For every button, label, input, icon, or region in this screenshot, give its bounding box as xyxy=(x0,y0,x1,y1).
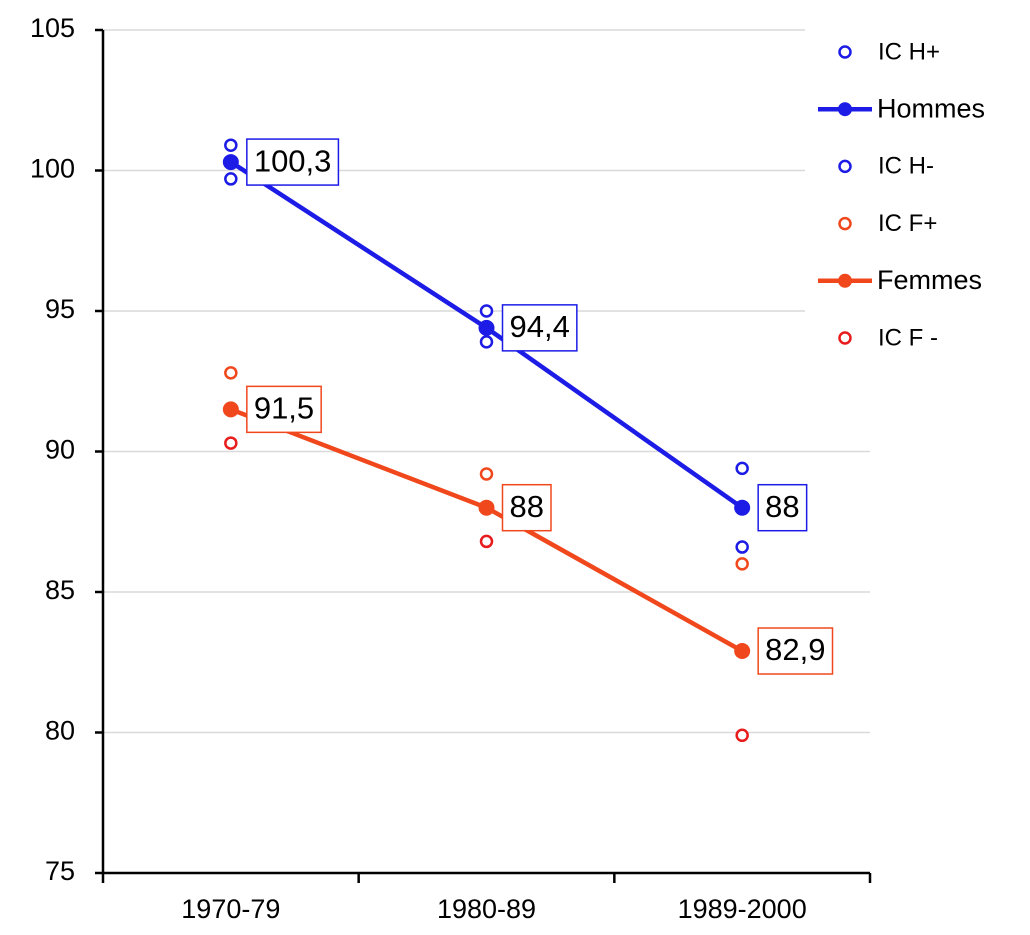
ci-point xyxy=(735,461,749,476)
ci-point xyxy=(479,467,494,481)
legend-label: Femmes xyxy=(877,265,982,295)
legend-label: IC H+ xyxy=(878,38,940,65)
legend-box xyxy=(805,28,1030,363)
legend-label: IC F - xyxy=(878,324,938,351)
legend-label: IC F+ xyxy=(878,210,937,237)
series-line xyxy=(230,407,744,653)
point xyxy=(478,319,495,336)
y-tick-label: 85 xyxy=(45,575,75,605)
legend-marker xyxy=(838,216,852,231)
y-tick-label: 75 xyxy=(45,856,75,886)
legend-marker xyxy=(838,331,852,345)
ci-point xyxy=(479,304,494,318)
legend-marker xyxy=(838,159,852,174)
ci-point xyxy=(224,366,238,380)
data-label: 82,9 xyxy=(765,632,825,667)
point xyxy=(478,499,495,516)
legend-label: IC H- xyxy=(878,153,934,180)
ci-point xyxy=(224,138,238,152)
data-label-box xyxy=(246,138,340,186)
ci-point xyxy=(479,335,494,349)
ci-point xyxy=(735,540,749,554)
data-label: 100,3 xyxy=(254,143,332,178)
data-label-box xyxy=(501,304,578,352)
y-tick-label: 80 xyxy=(45,716,75,746)
ci-point xyxy=(735,557,749,571)
data-label-box xyxy=(757,627,834,675)
y-tick-label: 100 xyxy=(30,154,75,184)
data-label: 94,4 xyxy=(510,309,570,344)
point xyxy=(734,499,751,516)
legend-marker xyxy=(838,45,852,59)
point xyxy=(222,154,239,171)
data-label: 88 xyxy=(510,489,544,524)
ci-point xyxy=(479,534,494,549)
ci-point xyxy=(224,172,238,186)
data-label: 88 xyxy=(765,489,799,524)
ci-point xyxy=(224,436,238,450)
data-label: 91,5 xyxy=(254,391,314,426)
data-label-box xyxy=(501,483,552,532)
legend-label: Hommes xyxy=(877,93,985,123)
x-tick-label: 1989-2000 xyxy=(678,894,807,924)
legend-marker xyxy=(838,273,852,288)
data-label-box xyxy=(757,483,808,532)
y-tick-label: 90 xyxy=(45,435,75,465)
point xyxy=(734,643,751,660)
point xyxy=(222,401,239,418)
y-tick-label: 105 xyxy=(30,13,75,43)
ci-point xyxy=(735,728,749,743)
data-label-box xyxy=(246,385,322,434)
x-tick-label: 1980-89 xyxy=(437,894,536,924)
x-tick-label: 1970-79 xyxy=(181,894,280,924)
legend-marker xyxy=(838,102,852,117)
y-tick-label: 95 xyxy=(45,294,75,324)
